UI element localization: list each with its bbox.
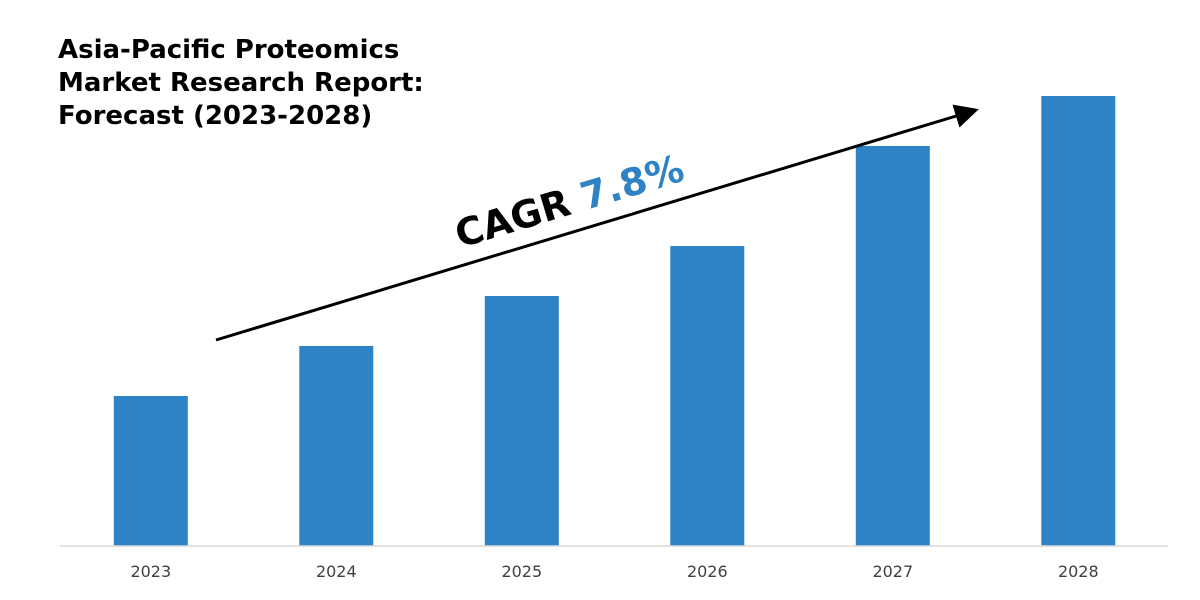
bar-2023 (113, 396, 188, 546)
bar-2024 (299, 346, 374, 546)
chart-title: Asia-Pacific Proteomics Market Research … (58, 34, 424, 133)
cagr-value: 7.8% (575, 146, 689, 219)
x-tick-2026: 2026 (687, 562, 728, 581)
bar-2025 (484, 296, 559, 546)
title-line-1: Asia-Pacific Proteomics (58, 35, 400, 65)
bar-2028 (1041, 96, 1116, 546)
bars-group (113, 96, 1116, 546)
x-tick-2023: 2023 (130, 562, 171, 581)
title-line-2: Market Research Report: (58, 68, 424, 98)
x-tick-labels: 2023 2024 2025 2026 2027 2028 (130, 562, 1098, 581)
trend-arrow (215, 104, 979, 342)
cagr-label: CAGR (450, 177, 588, 257)
title-line-3: Forecast (2023-2028) (58, 101, 373, 131)
bar-2026 (670, 246, 745, 546)
x-tick-2027: 2027 (872, 562, 913, 581)
cagr-annotation: CAGR 7.8% (450, 146, 689, 256)
bar-2027 (855, 146, 930, 546)
x-tick-2028: 2028 (1058, 562, 1099, 581)
x-tick-2024: 2024 (316, 562, 357, 581)
x-tick-2025: 2025 (501, 562, 542, 581)
